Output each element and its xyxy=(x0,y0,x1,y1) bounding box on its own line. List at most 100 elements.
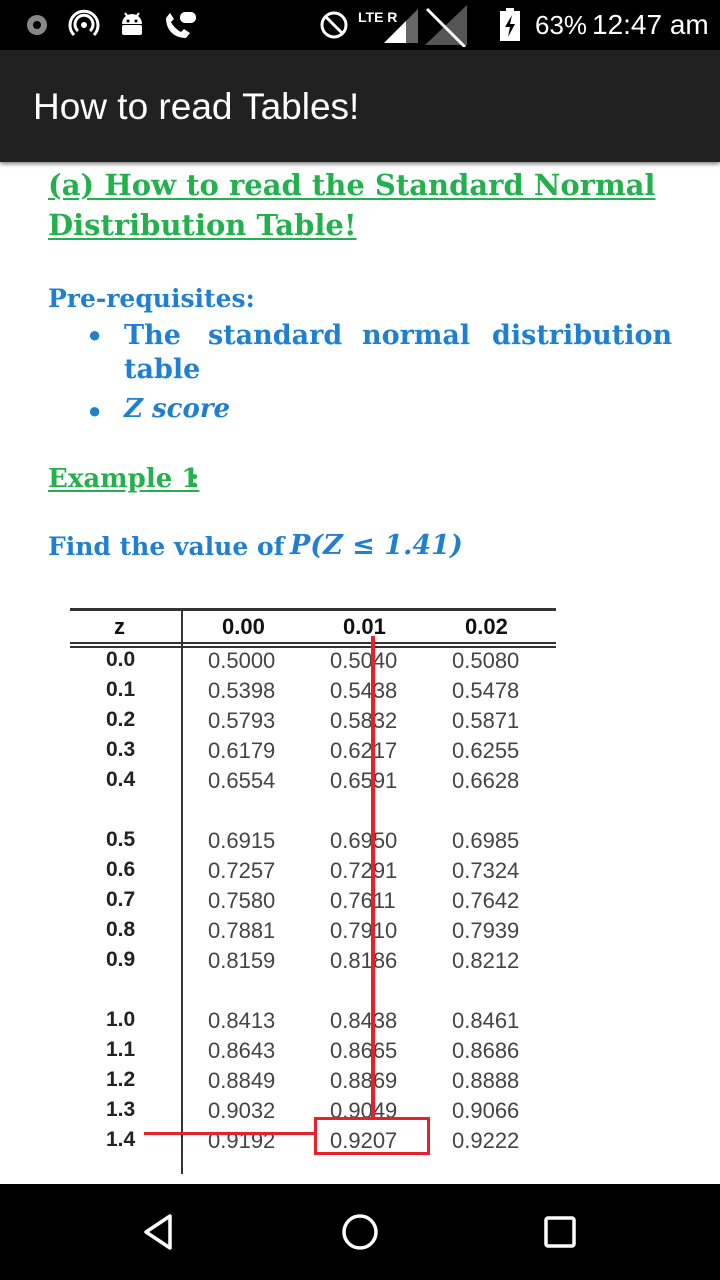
probability-cell: 0.7291 xyxy=(330,858,398,883)
z-value-cell: 1.3 xyxy=(106,1098,136,1121)
example-title: Example 1 xyxy=(48,464,200,494)
probability-cell: 0.8665 xyxy=(330,1038,398,1063)
signal-icon xyxy=(354,0,420,50)
probability-cell: 0.8849 xyxy=(208,1068,276,1093)
table-header-cell: 0.02 xyxy=(465,614,508,639)
find-text: Find the value of xyxy=(48,532,285,561)
record-icon xyxy=(22,0,52,50)
z-value-cell: 1.2 xyxy=(106,1068,136,1091)
z-value-cell: 0.2 xyxy=(106,708,136,731)
probability-cell: 0.8212 xyxy=(452,948,520,973)
probability-cell: 0.6255 xyxy=(452,738,520,763)
back-icon[interactable] xyxy=(100,1184,220,1280)
status-bar: LTE R 63% 12:47 am xyxy=(0,0,720,50)
probability-cell: 0.7257 xyxy=(208,858,276,883)
prereq-title: Pre-requisites: xyxy=(48,284,255,313)
probability-cell: 0.5080 xyxy=(452,648,520,673)
android-icon xyxy=(116,0,148,50)
table-header-rule xyxy=(70,642,556,644)
probability-cell: 0.7324 xyxy=(452,858,520,883)
section-title-line2: Distribution Table! xyxy=(48,208,357,242)
hotspot-icon xyxy=(66,0,102,50)
probability-cell: 0.6950 xyxy=(330,828,398,853)
z-value-cell: 0.6 xyxy=(106,858,136,881)
table-header-cell: z xyxy=(114,614,125,639)
probability-cell: 0.5793 xyxy=(208,708,276,733)
prereq-word: normal xyxy=(362,320,471,351)
probability-cell: 0.6554 xyxy=(208,768,276,793)
example-colon: : xyxy=(190,464,200,494)
row-highlight-line xyxy=(144,1132,314,1135)
prereq-item-line2: table xyxy=(124,354,201,385)
prereq-word: standard xyxy=(208,320,343,351)
probability-cell: 0.7939 xyxy=(452,918,520,943)
navigation-bar xyxy=(0,1184,720,1280)
probability-cell: 0.5832 xyxy=(330,708,398,733)
z-value-cell: 1.4 xyxy=(106,1128,136,1151)
z-value-cell: 0.3 xyxy=(106,738,136,761)
probability-cell: 0.8869 xyxy=(330,1068,398,1093)
probability-cell: 0.8643 xyxy=(208,1038,276,1063)
battery-percent: 63% xyxy=(535,10,588,40)
probability-cell: 0.5000 xyxy=(208,648,276,673)
probability-cell: 0.6915 xyxy=(208,828,276,853)
probability-cell: 0.6179 xyxy=(208,738,276,763)
recents-icon[interactable] xyxy=(500,1184,620,1280)
answer-highlight-box xyxy=(314,1117,430,1155)
probability-cell: 0.5438 xyxy=(330,678,398,703)
probability-cell: 0.6217 xyxy=(330,738,398,763)
probability-cell: 0.8888 xyxy=(452,1068,520,1093)
probability-cell: 0.5398 xyxy=(208,678,276,703)
prereq-word: distribution xyxy=(492,320,673,351)
probability-cell: 0.5040 xyxy=(330,648,398,673)
probability-cell: 0.7910 xyxy=(330,918,398,943)
probability-cell: 0.7881 xyxy=(208,918,276,943)
z-value-cell: 1.1 xyxy=(106,1038,136,1061)
probability-cell: 0.9032 xyxy=(208,1098,276,1123)
probability-cell: 0.7642 xyxy=(452,888,520,913)
probability-cell: 0.9066 xyxy=(452,1098,520,1123)
content-area[interactable]: (a) How to read the Standard Normal Dist… xyxy=(0,162,720,1184)
probability-cell: 0.5871 xyxy=(452,708,520,733)
home-icon[interactable] xyxy=(300,1184,420,1280)
no-signal-icon xyxy=(418,0,470,50)
bullet-icon: ● xyxy=(88,322,102,347)
battery-charging-icon xyxy=(497,0,523,50)
table-header-cell: 0.01 xyxy=(343,614,386,639)
table-vertical-rule xyxy=(181,608,183,1174)
probability-cell: 0.9207 xyxy=(330,1128,398,1153)
z-value-cell: 1.0 xyxy=(106,1008,136,1031)
z-value-cell: 0.1 xyxy=(106,678,136,701)
probability-cell: 0.8438 xyxy=(330,1008,398,1033)
prereq-item-zscore: Z score xyxy=(124,394,231,424)
table-header-cell: 0.00 xyxy=(222,614,265,639)
section-title-line1: (a) How to read the Standard Normal xyxy=(48,168,656,202)
z-value-cell: 0.8 xyxy=(106,918,136,941)
clock: 12:47 am xyxy=(592,9,709,40)
probability-cell: 0.8413 xyxy=(208,1008,276,1033)
probability-cell: 0.8461 xyxy=(452,1008,520,1033)
probability-cell: 0.8186 xyxy=(330,948,398,973)
z-value-cell: 0.7 xyxy=(106,888,136,911)
network-label: LTE R xyxy=(358,9,398,25)
probability-cell: 0.8686 xyxy=(452,1038,520,1063)
probability-cell: 0.7611 xyxy=(330,888,396,913)
prereq-word: The xyxy=(124,320,181,351)
column-highlight-line xyxy=(371,636,375,1118)
app-bar: How to read Tables! xyxy=(0,50,720,162)
z-value-cell: 0.5 xyxy=(106,828,136,851)
z-value-cell: 0.0 xyxy=(106,648,136,671)
table-top-rule xyxy=(70,608,556,611)
z-value-cell: 0.9 xyxy=(106,948,136,971)
bullet-icon: ● xyxy=(88,398,102,423)
app-title: How to read Tables! xyxy=(33,86,360,127)
formula: P(Z ≤ 1.41) xyxy=(290,530,463,561)
probability-cell: 0.6985 xyxy=(452,828,520,853)
probability-cell: 0.6628 xyxy=(452,768,520,793)
table-header-rule-2 xyxy=(70,646,556,648)
probability-cell: 0.7580 xyxy=(208,888,276,913)
z-value-cell: 0.4 xyxy=(106,768,136,791)
probability-cell: 0.5478 xyxy=(452,678,520,703)
probability-cell: 0.8159 xyxy=(208,948,276,973)
probability-cell: 0.9222 xyxy=(452,1128,520,1153)
